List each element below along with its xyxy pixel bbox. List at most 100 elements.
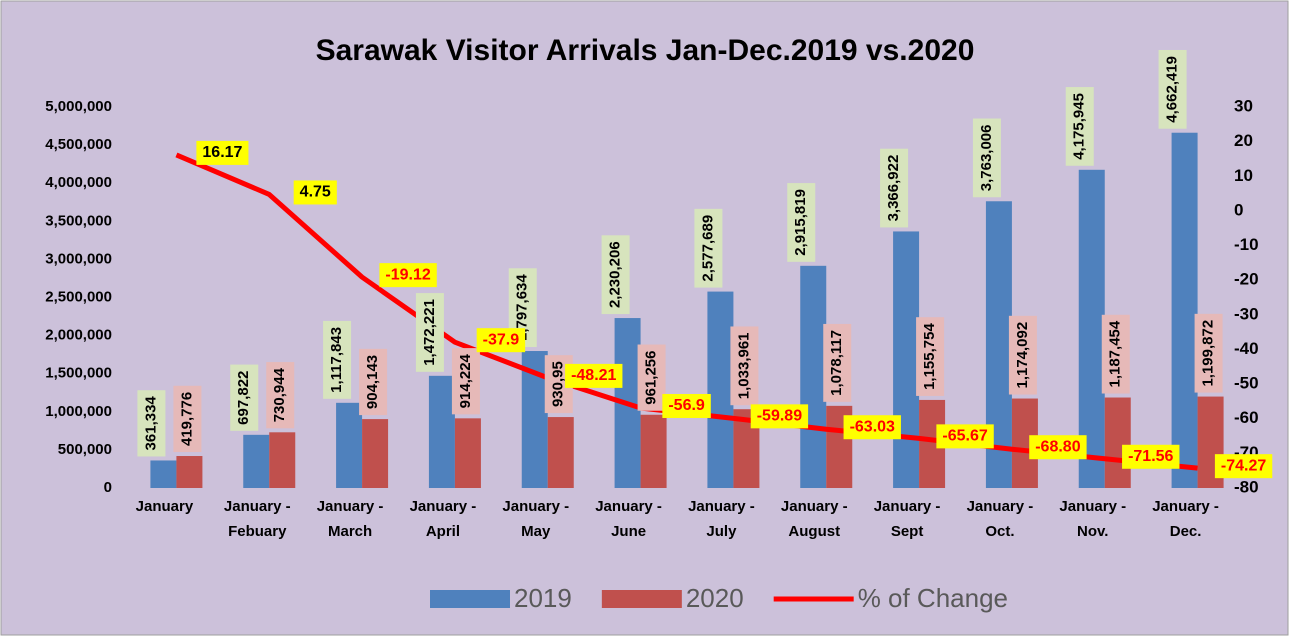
y-tick-label: 4,500,000 <box>45 136 112 153</box>
x-tick-label: April <box>426 523 460 540</box>
x-tick-label: Oct. <box>985 523 1014 540</box>
x-tick-label: January - <box>781 498 848 515</box>
bar-value-label: 4,175,945 <box>1071 93 1088 160</box>
y2-tick-label: 10 <box>1234 166 1253 185</box>
x-tick-label: March <box>328 523 372 540</box>
y2-tick-label: 30 <box>1234 96 1253 115</box>
bar-label-box <box>1008 315 1037 395</box>
x-tick-label: Febuary <box>228 523 287 540</box>
x-tick-label: January <box>136 498 194 515</box>
y-tick-label: 4,000,000 <box>45 174 112 191</box>
y2-tick-label: 0 <box>1234 200 1243 219</box>
legend-swatch <box>601 590 682 608</box>
line-label: -59.89 <box>750 404 809 429</box>
bar <box>707 291 734 488</box>
bar-value-label: 3,366,922 <box>885 155 902 222</box>
bar-label: 904,143 <box>359 348 388 416</box>
x-tick-label: January - <box>1059 498 1126 515</box>
y-tick-label: 5,000,000 <box>45 98 112 115</box>
bar-value-label: 4,662,419 <box>1164 56 1181 123</box>
bar-label: 1,078,117 <box>823 323 852 402</box>
y-tick-label: 2,500,000 <box>45 288 112 305</box>
bar-value-label: 419,776 <box>178 392 195 446</box>
bar-value-label: 2,230,206 <box>607 241 624 308</box>
line-label-box <box>293 180 337 205</box>
x-tick-label: June <box>611 523 646 540</box>
bar <box>150 460 177 488</box>
bar <box>1104 397 1131 488</box>
bar-value-label: 1,174,092 <box>1014 322 1031 389</box>
bar-label: 730,944 <box>266 362 295 429</box>
line-value-label: -71.56 <box>1128 448 1173 465</box>
line-label-box <box>843 415 901 440</box>
x-tick-label: January - <box>595 498 662 515</box>
bar <box>547 417 574 488</box>
line-value-label: 16.17 <box>202 144 242 161</box>
x-tick-label: August <box>788 523 840 540</box>
bar-label-box <box>230 364 259 431</box>
y-tick-label: 1,500,000 <box>45 365 112 382</box>
x-tick-label: January - <box>1152 498 1219 515</box>
bar-value-label: 1,797,634 <box>514 274 531 341</box>
bar-value-label: 1,199,872 <box>1200 320 1217 387</box>
line-value-label: 4.75 <box>300 184 331 201</box>
x-tick-label: January - <box>502 498 569 515</box>
x-tick-label: May <box>521 523 551 540</box>
bar <box>640 414 667 488</box>
bar-label: 1,187,454 <box>1101 314 1130 394</box>
bar-label: 1,033,961 <box>730 326 759 406</box>
bar-label: 361,334 <box>137 390 166 457</box>
line-label: -48.21 <box>565 363 623 388</box>
legend-label: 2020 <box>686 583 744 613</box>
line-label-box <box>379 263 437 288</box>
bar-label: 4,175,945 <box>1065 87 1094 166</box>
bar-label-box <box>1194 313 1223 393</box>
bar-label-box <box>637 344 666 411</box>
bar-value-label: 1,078,117 <box>828 330 845 396</box>
bar-label-box <box>137 390 166 457</box>
bar-value-label: 961,256 <box>643 351 660 405</box>
bar-value-label: 1,117,843 <box>328 327 345 393</box>
x-tick-label: Sept <box>891 523 924 540</box>
x-tick-label: January - <box>688 498 755 515</box>
bar-value-label: 697,822 <box>235 371 252 425</box>
line-label: -19.12 <box>379 263 437 288</box>
line-label-box <box>1214 454 1273 479</box>
bar-label: 2,915,819 <box>787 183 816 262</box>
bar-label-box <box>694 208 723 288</box>
bar-value-label: 930,95 <box>550 361 567 407</box>
y2-tick-label: -10 <box>1234 235 1259 254</box>
y2-tick-label: -50 <box>1234 374 1259 393</box>
y2-tick-label: -40 <box>1234 339 1259 358</box>
bar-label-box <box>323 320 352 399</box>
bar <box>893 231 920 488</box>
bar-label-box <box>1101 314 1130 394</box>
line-label-box <box>662 393 711 418</box>
y2-tick-label: -60 <box>1234 408 1259 427</box>
bar-label: 419,776 <box>173 385 202 453</box>
bar-label: 914,224 <box>451 348 480 415</box>
bar-label-box <box>451 348 480 415</box>
line-label: -71.56 <box>1122 444 1180 469</box>
bar-value-label: 904,143 <box>364 355 381 409</box>
bar-label: 1,472,221 <box>415 293 444 372</box>
line-label: -74.27 <box>1214 454 1273 479</box>
y-tick-label: 2,000,000 <box>45 327 112 344</box>
bar-value-label: 1,155,754 <box>921 323 938 390</box>
line-value-label: -48.21 <box>571 367 616 384</box>
line-label: -63.03 <box>843 415 901 440</box>
y-tick-label: 500,000 <box>58 441 112 458</box>
bar-value-label: 1,033,961 <box>735 332 752 399</box>
bar-label-box <box>1158 49 1187 129</box>
bar <box>269 432 296 488</box>
bar <box>336 402 363 488</box>
bar <box>1078 169 1105 489</box>
line-label: -37.9 <box>476 328 526 353</box>
line-label-box <box>196 140 249 165</box>
bar <box>454 418 481 488</box>
line-label: 4.75 <box>293 180 337 205</box>
bar-label-box <box>359 348 388 416</box>
bar-label: 3,366,922 <box>880 148 909 228</box>
bar <box>1171 132 1198 488</box>
y2-tick-label: 20 <box>1234 131 1253 150</box>
